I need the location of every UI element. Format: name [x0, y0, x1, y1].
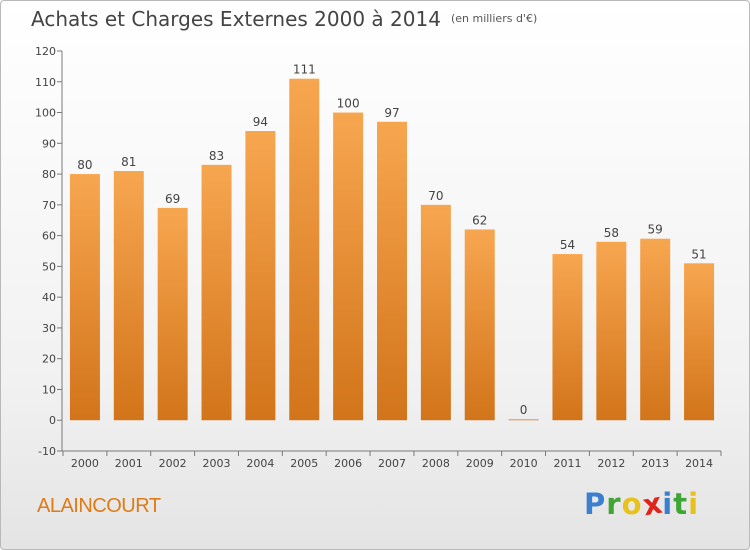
data-label: 83 [209, 149, 224, 163]
y-tick-label: 110 [35, 76, 56, 89]
data-label: 70 [428, 189, 443, 203]
data-label: 94 [253, 115, 268, 129]
data-label: 80 [77, 158, 92, 172]
y-tick-label: 0 [49, 414, 56, 427]
data-label: 62 [472, 213, 487, 227]
y-tick-label: 20 [42, 353, 56, 366]
data-label: 100 [337, 97, 360, 111]
data-label: 59 [648, 223, 663, 237]
bar-2001 [113, 171, 144, 421]
x-tick-label: 2006 [334, 457, 362, 470]
x-tick-label: 2012 [597, 457, 625, 470]
bar-2013 [640, 238, 671, 421]
chart-data-labels: 80 81 69 83 94 111 100 97 70 62 0 54 58 59 51 [77, 63, 706, 418]
data-label: 111 [293, 63, 316, 77]
logo-letter: P [584, 487, 607, 521]
bar-2012 [596, 241, 627, 421]
y-tick-label: 90 [42, 137, 56, 150]
data-label: 0 [520, 403, 528, 417]
data-label: 97 [384, 106, 399, 120]
x-tick-label: 2007 [378, 457, 406, 470]
bar-2008 [420, 204, 451, 421]
x-tick-label: 2011 [553, 457, 581, 470]
bar-2000 [69, 174, 100, 421]
logo-letter: x [639, 485, 666, 523]
data-label: 54 [560, 238, 575, 252]
x-tick-label: 2013 [641, 457, 669, 470]
x-tick-label: 2001 [115, 457, 143, 470]
x-tick-label: 2002 [159, 457, 187, 470]
bar-2007 [377, 121, 407, 421]
data-label: 58 [604, 226, 619, 240]
chart-title-text: Achats et Charges Externes 2000 à 2014 [31, 7, 441, 31]
data-label: 69 [165, 192, 180, 206]
y-tick-label: 10 [42, 383, 56, 396]
x-tick-label: 2010 [510, 457, 538, 470]
x-tick-label: 2003 [203, 457, 231, 470]
bar-2005 [289, 78, 320, 421]
logo-letter: i [662, 487, 674, 521]
bar-2014 [684, 263, 715, 421]
x-tick-label: 2004 [246, 457, 274, 470]
data-label: 81 [121, 155, 136, 169]
bar-2004 [245, 131, 276, 421]
bar-2003 [201, 164, 232, 421]
y-tick-label: 60 [42, 230, 56, 243]
y-tick-label: 100 [35, 107, 56, 120]
x-tick-label: 2009 [466, 457, 494, 470]
chart-title: Achats et Charges Externes 2000 à 2014 (e… [31, 7, 537, 31]
logo-letter: o [621, 487, 643, 521]
bar-2010 [508, 419, 539, 421]
proxiti-logo: Proxiti [584, 485, 700, 523]
x-tick-label: 2005 [290, 457, 318, 470]
logo-letter: r [606, 487, 622, 521]
place-name: ALAINCOURT [37, 495, 161, 517]
bar-2009 [464, 229, 495, 421]
logo-letter: i [688, 487, 700, 521]
x-tick-label: 2014 [685, 457, 713, 470]
chart-axes: -10 0 10 20 30 40 50 60 70 80 90 100 110 120 2000 2001 2… [35, 45, 722, 470]
x-tick-label: 2000 [71, 457, 99, 470]
y-tick-label: -10 [38, 445, 56, 458]
bar-2006 [333, 112, 364, 421]
data-label: 51 [691, 247, 706, 261]
y-tick-label: 120 [35, 45, 56, 58]
y-tick-label: 80 [42, 168, 56, 181]
y-tick-label: 70 [42, 199, 56, 212]
y-tick-label: 50 [42, 260, 56, 273]
chart-bars [69, 78, 715, 421]
bar-2011 [552, 254, 583, 421]
x-tick-label: 2008 [422, 457, 450, 470]
chart-unit: (en milliers d'€) [450, 12, 538, 25]
bar-2002 [157, 207, 188, 421]
y-tick-label: 30 [42, 322, 56, 335]
logo-letter: t [673, 487, 689, 521]
y-tick-label: 40 [42, 291, 56, 304]
